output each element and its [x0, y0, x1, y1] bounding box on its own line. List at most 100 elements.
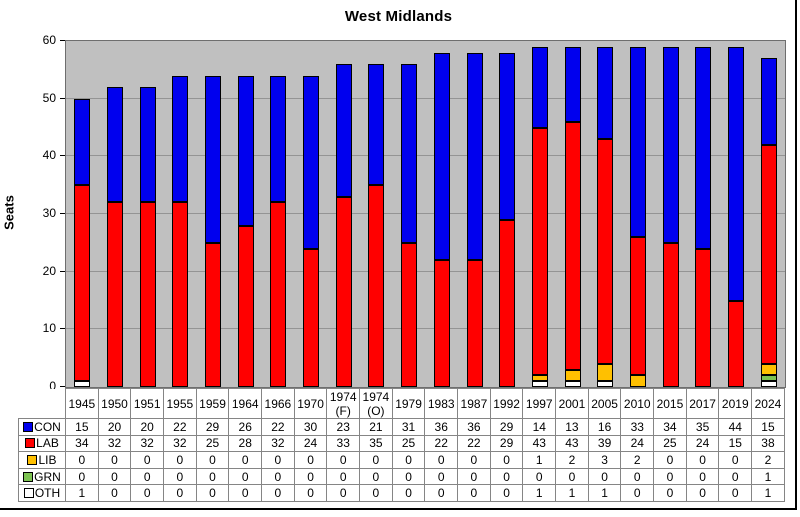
bar-segment-con [368, 64, 385, 186]
seat-count-cell: 20 [97, 418, 132, 436]
seat-count-cell: 32 [163, 434, 197, 453]
y-tick-mark [60, 40, 65, 41]
seat-count-cell: 0 [261, 467, 295, 486]
seat-count-cell: 15 [751, 418, 785, 436]
seat-count-cell: 43 [522, 434, 557, 453]
table-row-oth: OTH 1 0 0 0 0 0 0 0 0 0 0 0 0 0 1 1 1 0 0 0 0 1 [18, 484, 785, 502]
seat-count-cell: 2 [555, 451, 589, 469]
bar-segment-lab [564, 121, 581, 370]
seat-count-cell: 1 [587, 484, 622, 502]
seat-count-cell: 24 [685, 434, 720, 453]
seat-count-cell: 25 [195, 434, 230, 453]
bar-segment-lab [629, 237, 646, 376]
seat-count-cell: 16 [587, 418, 622, 436]
seat-count-cell: 35 [685, 418, 720, 436]
y-tick-label: 10 [42, 321, 56, 336]
seat-count-cell: 1 [751, 484, 785, 502]
seat-count-cell: 0 [326, 467, 361, 486]
seat-count-cell: 43 [555, 434, 589, 453]
seat-count-cell: 22 [163, 418, 197, 436]
seat-count-cell: 20 [130, 418, 165, 436]
bar-segment-con [335, 64, 352, 197]
seat-count-cell: 24 [620, 434, 655, 453]
year-header: 1992 [489, 388, 524, 419]
seat-count-cell: 13 [555, 418, 589, 436]
year-header: 2024 [751, 388, 785, 419]
year-header: 1966 [261, 388, 295, 419]
seat-count-cell: 0 [457, 451, 491, 469]
legend-label-grn: GRN [18, 467, 66, 486]
seat-count-cell: 0 [293, 451, 328, 469]
table-row-lib: LIB 0 0 0 0 0 0 0 0 0 0 0 0 0 0 1 2 3 2 0 0 0 2 [18, 451, 785, 469]
gridline [66, 328, 785, 330]
y-tick-label: 50 [42, 90, 56, 105]
bar-segment-con [695, 46, 712, 249]
seat-count-cell: 0 [424, 484, 459, 502]
bar-segment-con [107, 87, 124, 203]
seat-count-cell: 0 [97, 467, 132, 486]
y-tick-mark [60, 386, 65, 387]
gridline [66, 97, 785, 99]
seat-count-cell: 0 [718, 467, 753, 486]
year-header: 1970 [293, 388, 328, 419]
seat-count-cell: 33 [326, 434, 361, 453]
legend-swatch-oth [23, 488, 34, 499]
seat-count-cell: 25 [653, 434, 687, 453]
seat-count-cell: 22 [424, 434, 459, 453]
year-header: 2015 [653, 388, 687, 419]
seat-count-cell: 0 [685, 484, 720, 502]
bar-segment-con [531, 46, 548, 128]
seat-count-cell: 39 [587, 434, 622, 453]
bar-segment-lab [401, 242, 418, 387]
seat-count-cell: 0 [359, 484, 393, 502]
seat-count-cell: 0 [489, 467, 524, 486]
seat-count-cell: 44 [718, 418, 753, 436]
bar-segment-lab [335, 196, 352, 387]
seat-count-cell: 36 [424, 418, 459, 436]
seat-count-cell: 29 [195, 418, 230, 436]
bar-segment-con [205, 75, 222, 243]
seat-count-cell: 15 [65, 418, 99, 436]
seat-count-cell: 0 [195, 484, 230, 502]
seat-count-cell: 0 [489, 484, 524, 502]
seats-data-table: 1945 1950 1951 1955 1959 1964 1966 1970 1974 (F)… [18, 388, 785, 502]
seat-count-cell: 38 [751, 434, 785, 453]
seat-count-cell: 2 [751, 451, 785, 469]
seat-count-cell: 21 [359, 418, 393, 436]
seat-count-cell: 1 [522, 451, 557, 469]
year-header: 1974 (O) [359, 388, 393, 419]
y-tick-mark [60, 97, 65, 99]
bar-segment-con [401, 64, 418, 243]
bar-segment-con [74, 98, 91, 186]
seat-count-cell: 0 [620, 467, 655, 486]
bar-segment-lab [270, 202, 287, 387]
seat-count-cell: 0 [718, 451, 753, 469]
seat-count-cell: 31 [391, 418, 426, 436]
table-row-grn: GRN 0 0 0 0 0 0 0 0 0 0 0 0 0 0 0 0 0 0 0 0 0 1 [18, 467, 785, 486]
year-header: 2017 [685, 388, 720, 419]
seat-count-cell: 0 [163, 467, 197, 486]
seat-count-cell: 0 [391, 467, 426, 486]
seat-count-cell: 0 [65, 467, 99, 486]
bar-segment-lab [531, 127, 548, 376]
bar-segment-oth [564, 381, 581, 387]
table-corner-blank [18, 388, 66, 419]
seat-count-cell: 1 [751, 467, 785, 486]
bar-segment-lab [433, 260, 450, 387]
year-header: 1950 [97, 388, 132, 419]
seat-count-cell: 0 [391, 484, 426, 502]
legend-swatch-grn [23, 471, 34, 482]
seat-count-cell: 29 [489, 434, 524, 453]
year-header: 1997 [522, 388, 557, 419]
bar-segment-lab [303, 248, 320, 387]
year-header: 1974 (F) [326, 388, 361, 419]
legend-label-con: CON [18, 418, 66, 436]
seat-count-cell: 30 [293, 418, 328, 436]
seat-count-cell: 0 [587, 467, 622, 486]
seat-count-cell: 0 [685, 451, 720, 469]
seat-count-cell: 0 [718, 484, 753, 502]
seat-count-cell: 0 [261, 484, 295, 502]
seat-count-cell: 0 [261, 451, 295, 469]
seat-count-cell: 0 [653, 484, 687, 502]
